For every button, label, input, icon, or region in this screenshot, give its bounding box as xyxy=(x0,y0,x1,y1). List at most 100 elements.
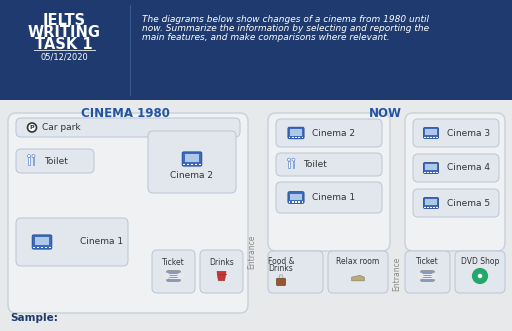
Text: Cinema 1: Cinema 1 xyxy=(312,193,355,202)
Text: Car park: Car park xyxy=(42,123,80,132)
FancyBboxPatch shape xyxy=(405,113,505,251)
Bar xyxy=(436,137,438,138)
Bar xyxy=(295,201,297,203)
Polygon shape xyxy=(352,275,365,281)
FancyBboxPatch shape xyxy=(16,149,94,173)
FancyBboxPatch shape xyxy=(152,250,195,293)
FancyBboxPatch shape xyxy=(276,182,382,213)
Circle shape xyxy=(32,155,35,158)
FancyBboxPatch shape xyxy=(423,163,439,173)
Circle shape xyxy=(28,123,36,132)
Bar xyxy=(33,247,35,248)
FancyBboxPatch shape xyxy=(8,113,248,313)
Bar xyxy=(298,201,300,203)
Text: Entrance: Entrance xyxy=(247,235,257,269)
Text: Entrance: Entrance xyxy=(393,257,401,291)
Bar xyxy=(289,201,290,203)
Bar xyxy=(428,171,429,173)
Bar xyxy=(436,171,438,173)
Text: now. Summarize the information by selecting and reporting the: now. Summarize the information by select… xyxy=(142,24,429,33)
FancyBboxPatch shape xyxy=(276,278,286,286)
Bar xyxy=(424,137,426,138)
Text: Cinema 5: Cinema 5 xyxy=(447,199,490,208)
Text: Drinks: Drinks xyxy=(209,258,234,267)
Bar xyxy=(428,207,429,208)
Bar xyxy=(195,164,197,166)
FancyBboxPatch shape xyxy=(413,189,499,217)
FancyBboxPatch shape xyxy=(16,218,128,266)
Bar xyxy=(302,137,303,138)
FancyBboxPatch shape xyxy=(268,113,390,251)
Bar xyxy=(425,199,437,206)
Bar xyxy=(424,207,426,208)
Circle shape xyxy=(178,273,183,279)
Bar xyxy=(425,129,437,135)
Text: Toilet: Toilet xyxy=(44,157,68,166)
Polygon shape xyxy=(217,271,226,280)
FancyBboxPatch shape xyxy=(413,119,499,147)
FancyBboxPatch shape xyxy=(276,119,382,147)
Bar xyxy=(430,137,432,138)
FancyBboxPatch shape xyxy=(328,251,388,293)
Bar xyxy=(295,137,297,138)
Bar xyxy=(199,164,201,166)
Bar xyxy=(292,137,293,138)
Bar xyxy=(433,137,435,138)
Text: Cinema 3: Cinema 3 xyxy=(447,128,490,137)
FancyBboxPatch shape xyxy=(148,131,236,193)
Bar xyxy=(41,247,43,248)
FancyBboxPatch shape xyxy=(413,154,499,182)
Text: 05/12/2020: 05/12/2020 xyxy=(40,53,88,62)
FancyBboxPatch shape xyxy=(276,153,382,176)
FancyBboxPatch shape xyxy=(166,271,181,281)
Text: Cinema 4: Cinema 4 xyxy=(447,164,490,172)
Bar xyxy=(292,201,293,203)
Bar xyxy=(37,247,39,248)
Text: Drinks: Drinks xyxy=(269,264,293,273)
Bar xyxy=(32,157,34,165)
Circle shape xyxy=(418,273,423,279)
Bar xyxy=(49,247,51,248)
Text: P: P xyxy=(30,125,34,130)
FancyBboxPatch shape xyxy=(423,198,439,209)
Text: Cinema 2: Cinema 2 xyxy=(170,171,214,180)
Text: DVD Shop: DVD Shop xyxy=(461,257,499,266)
FancyBboxPatch shape xyxy=(405,251,450,293)
Bar xyxy=(298,137,300,138)
FancyBboxPatch shape xyxy=(455,251,505,293)
Bar xyxy=(288,161,290,168)
Text: Ticket: Ticket xyxy=(416,257,439,266)
Text: Toilet: Toilet xyxy=(303,160,327,169)
Bar xyxy=(425,165,437,170)
Text: IELTS: IELTS xyxy=(42,13,86,28)
Bar xyxy=(28,157,30,165)
FancyBboxPatch shape xyxy=(182,152,202,166)
Bar xyxy=(424,171,426,173)
FancyBboxPatch shape xyxy=(0,0,512,101)
Bar xyxy=(289,137,290,138)
FancyBboxPatch shape xyxy=(268,251,323,293)
Bar xyxy=(433,207,435,208)
Bar xyxy=(436,207,438,208)
FancyBboxPatch shape xyxy=(288,127,304,139)
FancyBboxPatch shape xyxy=(200,250,243,293)
Text: main features, and make comparisons where relevant.: main features, and make comparisons wher… xyxy=(142,33,390,42)
Bar xyxy=(183,164,185,166)
Text: WRITING: WRITING xyxy=(28,25,100,40)
Circle shape xyxy=(28,155,30,158)
Bar xyxy=(45,247,47,248)
Text: Cinema 2: Cinema 2 xyxy=(312,128,355,137)
Bar xyxy=(184,154,200,162)
Bar xyxy=(187,164,189,166)
FancyBboxPatch shape xyxy=(16,118,240,137)
Bar xyxy=(191,164,193,166)
Bar xyxy=(302,201,303,203)
Circle shape xyxy=(164,273,169,279)
FancyBboxPatch shape xyxy=(32,235,52,249)
Bar xyxy=(0,100,512,331)
Text: Food &: Food & xyxy=(268,257,294,266)
Text: Ticket: Ticket xyxy=(162,258,185,267)
Text: Cinema 1: Cinema 1 xyxy=(80,238,123,247)
Text: The diagrams below show changes of a cinema from 1980 until: The diagrams below show changes of a cin… xyxy=(142,15,429,24)
Bar xyxy=(428,137,429,138)
